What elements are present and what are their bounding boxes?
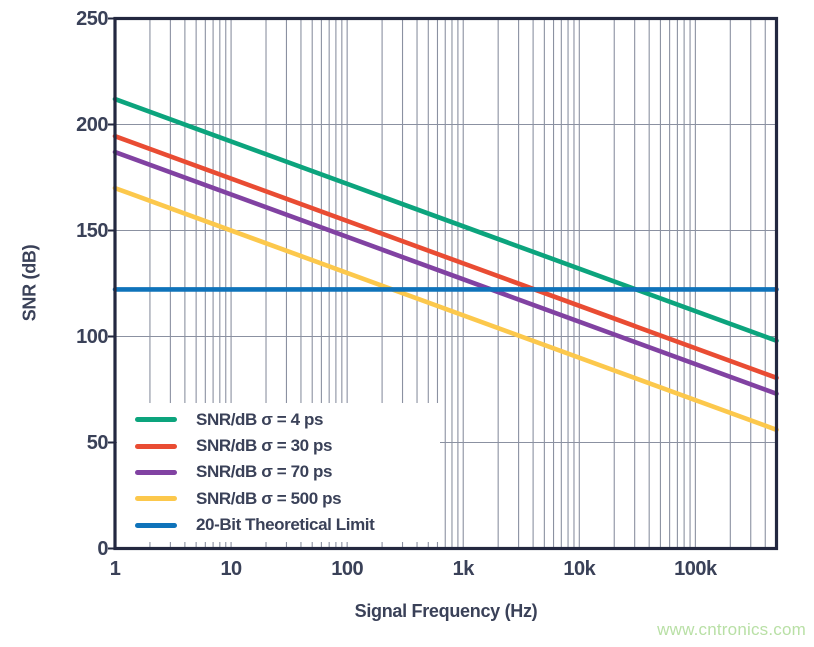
y-tick-label-200: 200 — [76, 113, 108, 136]
legend-swatch-green-icon — [135, 417, 177, 423]
x-tick-label-100: 100 — [331, 558, 364, 580]
legend: SNR/dB σ = 4 ps SNR/dB σ = 30 ps SNR/dB … — [117, 403, 440, 542]
legend-swatch-red-icon — [135, 443, 177, 449]
x-tick-label-100k: 100k — [674, 558, 717, 580]
legend-swatch-blue-icon — [135, 522, 177, 528]
series-line-0 — [112, 96, 779, 344]
legend-swatch-yellow-icon — [135, 496, 177, 502]
series-line-2 — [112, 149, 779, 397]
legend-label: SNR/dB σ = 500 ps — [196, 488, 342, 508]
y-tick-label-150: 150 — [76, 219, 108, 242]
legend-label: SNR/dB σ = 30 ps — [196, 436, 333, 456]
legend-label: SNR/dB σ = 70 ps — [196, 462, 333, 482]
legend-item-4ps: SNR/dB σ = 4 ps — [117, 407, 440, 433]
x-tick-label-10: 10 — [220, 558, 242, 580]
x-tick-label-10k: 10k — [563, 558, 596, 580]
y-tick-label-50: 50 — [86, 431, 109, 454]
y-tick-label-0: 0 — [97, 537, 108, 560]
x-axis-title: Signal Frequency (Hz) — [354, 601, 538, 621]
legend-item-500ps: SNR/dB σ = 500 ps — [117, 486, 440, 512]
legend-item-30ps: SNR/dB σ = 30 ps — [117, 433, 440, 459]
legend-label: SNR/dB σ = 4 ps — [196, 409, 324, 429]
watermark: www.cntronics.com — [657, 620, 806, 639]
y-tick-label-250: 250 — [76, 7, 108, 30]
legend-item-70ps: SNR/dB σ = 70 ps — [117, 459, 440, 485]
x-tick-label-1k: 1k — [452, 558, 475, 580]
x-tick-label-1: 1 — [109, 558, 121, 580]
legend-label: 20-Bit Theoretical Limit — [196, 515, 375, 535]
plot-frame — [113, 16, 779, 551]
y-axis-title: SNR (dB) — [19, 244, 40, 322]
legend-swatch-purple-icon — [135, 469, 177, 475]
y-tick-label-100: 100 — [76, 325, 108, 348]
series-line-3 — [112, 185, 779, 433]
series-line-1 — [112, 133, 779, 381]
legend-item-20bit-limit: 20-Bit Theoretical Limit — [117, 512, 440, 538]
